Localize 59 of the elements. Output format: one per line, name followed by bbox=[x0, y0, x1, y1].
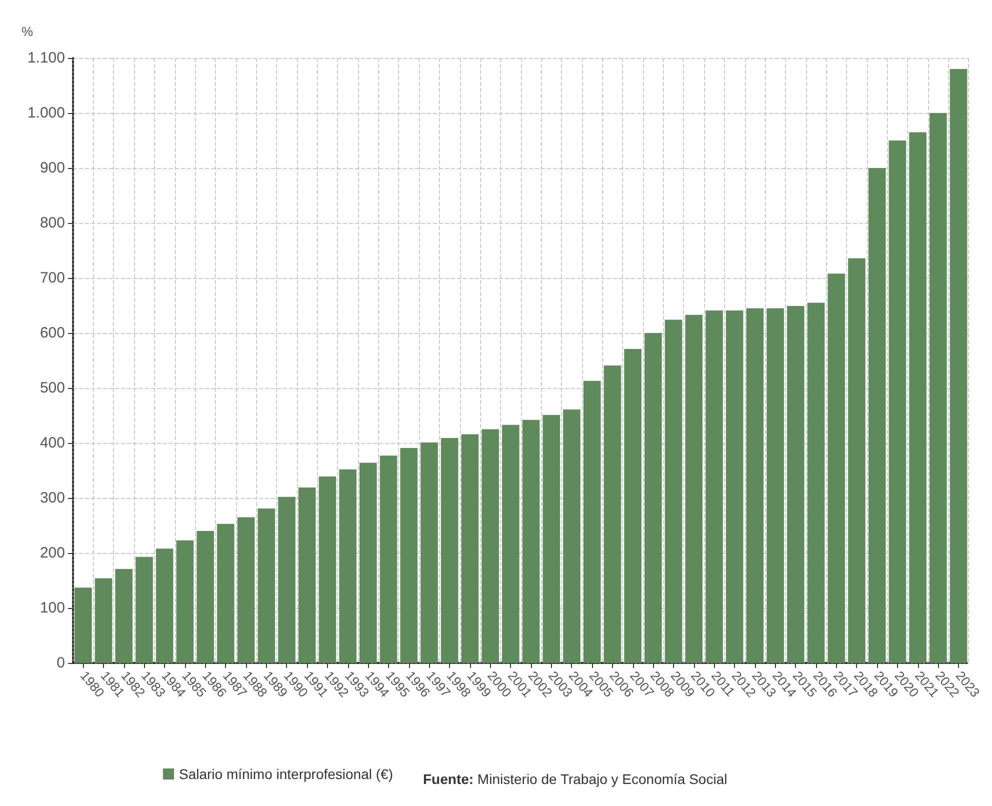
y-tick-label: 500 bbox=[40, 380, 65, 396]
bar bbox=[196, 531, 214, 663]
y-tick-label: 1.100 bbox=[27, 50, 65, 66]
bar bbox=[318, 476, 336, 663]
bar bbox=[563, 409, 580, 663]
bar bbox=[807, 302, 825, 663]
y-tick-label: 1.000 bbox=[27, 104, 65, 122]
y-tick-label: 300 bbox=[40, 490, 65, 506]
y-tick-label: 0 bbox=[56, 654, 65, 672]
bar bbox=[400, 448, 418, 663]
source-note: Fuente: Ministerio de Trabajo y Economía Social bbox=[423, 771, 728, 787]
bar bbox=[278, 496, 296, 663]
bar bbox=[542, 414, 560, 663]
bar bbox=[298, 488, 316, 663]
bar bbox=[583, 380, 601, 663]
bar bbox=[950, 69, 968, 663]
bar bbox=[644, 333, 662, 663]
bar bbox=[868, 168, 886, 663]
bar bbox=[380, 456, 398, 663]
bar bbox=[746, 308, 764, 663]
bar bbox=[156, 548, 174, 663]
bar bbox=[237, 517, 255, 663]
bar bbox=[522, 420, 540, 663]
bar bbox=[440, 438, 458, 663]
y-tick-label: 100 bbox=[40, 600, 65, 616]
bar bbox=[930, 113, 947, 663]
bar bbox=[766, 308, 784, 663]
y-tick-label: 400 bbox=[40, 434, 65, 452]
y-tick-label: 800 bbox=[40, 214, 65, 232]
bar bbox=[482, 429, 499, 663]
legend-label: Salario mínimo interprofesional (€) bbox=[179, 766, 393, 782]
bar bbox=[828, 274, 846, 663]
bar bbox=[787, 306, 804, 663]
bar bbox=[685, 314, 703, 663]
bar bbox=[217, 524, 234, 663]
bar bbox=[339, 469, 356, 663]
bar bbox=[94, 578, 112, 663]
y-axis-title: % bbox=[21, 24, 34, 39]
bar bbox=[258, 508, 276, 663]
bar bbox=[726, 310, 744, 663]
bar bbox=[461, 434, 479, 663]
bar bbox=[74, 588, 92, 663]
y-tick-label: 600 bbox=[40, 324, 65, 342]
y-tick-label: 900 bbox=[40, 160, 65, 176]
bar bbox=[706, 310, 723, 663]
bar bbox=[115, 568, 133, 663]
bar bbox=[604, 365, 622, 663]
bar bbox=[664, 320, 682, 663]
bar bbox=[136, 556, 153, 663]
bar bbox=[502, 424, 520, 663]
bar bbox=[848, 258, 866, 663]
y-tick-label: 700 bbox=[40, 270, 65, 286]
bar bbox=[360, 462, 377, 663]
bar bbox=[624, 348, 642, 663]
bar bbox=[176, 540, 194, 663]
bar bbox=[888, 140, 906, 663]
bar bbox=[420, 442, 438, 663]
y-tick-label: 200 bbox=[40, 544, 65, 562]
bar bbox=[909, 132, 926, 663]
